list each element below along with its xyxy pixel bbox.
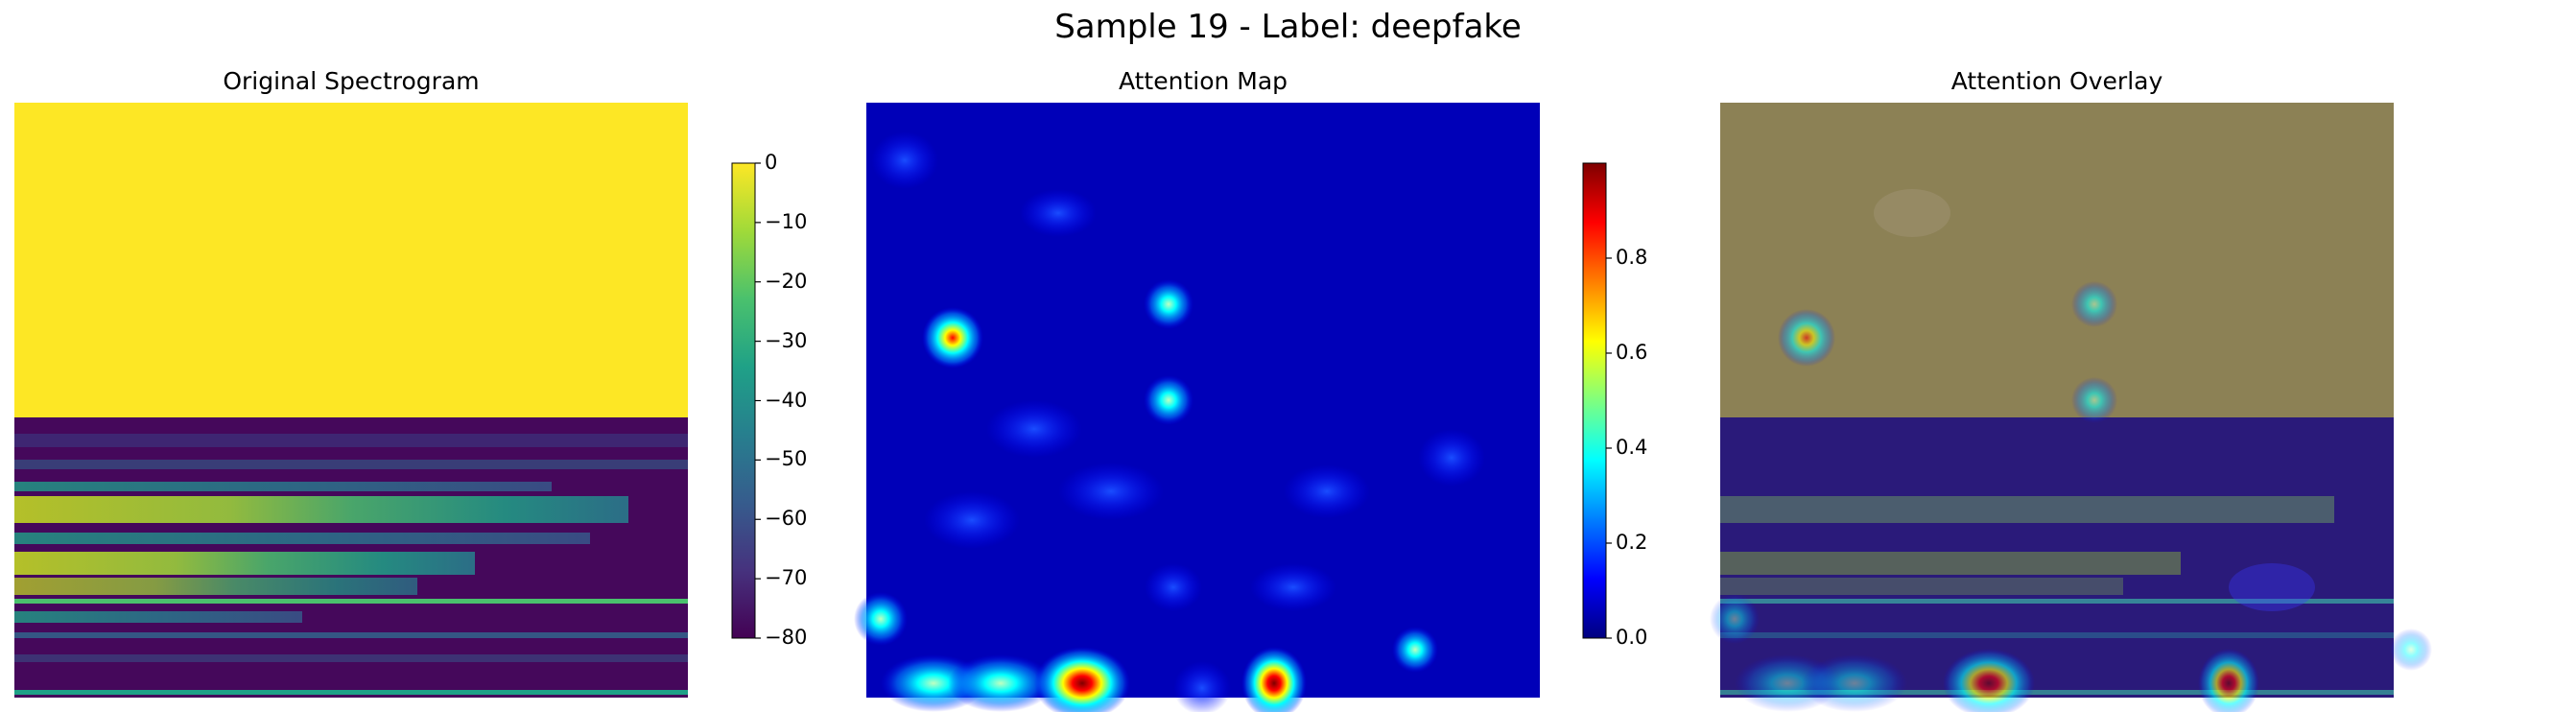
colorbar-tick-label: −10 — [765, 209, 808, 233]
colorbar-tick-label: 0.0 — [1616, 626, 1648, 649]
spectrogram-upper-band — [14, 103, 688, 417]
colorbar-tick-label: −70 — [765, 566, 808, 590]
colorbar-tick-label: 0 — [765, 151, 778, 174]
figure-title: Sample 19 - Label: deepfake — [1054, 8, 1522, 46]
attention-map-title: Attention Map — [1118, 67, 1288, 95]
colorbar-tick-label: 0.4 — [1616, 436, 1648, 459]
colorbar-tick-label: 0.6 — [1616, 341, 1648, 364]
colorbar-tick-label: −20 — [765, 269, 808, 293]
spectrogram-title: Original Spectrogram — [223, 67, 480, 95]
colorbar-tick-label: −60 — [765, 507, 808, 531]
spectrogram-colorbar — [731, 162, 761, 639]
attention-map-image — [854, 103, 1540, 712]
colorbar-tick-label: −40 — [765, 388, 808, 412]
colorbar-tick-label: 0.8 — [1616, 246, 1648, 269]
colorbar-tick-label: −80 — [765, 626, 808, 649]
attention-overlay-image — [1710, 103, 2432, 712]
colorbar-tick-label: −50 — [765, 447, 808, 471]
attention-colorbar — [1582, 162, 1612, 639]
spectrogram-image — [14, 103, 688, 698]
attention-overlay-title: Attention Overlay — [1950, 67, 2163, 95]
colorbar-tick-label: 0.2 — [1616, 531, 1648, 554]
colorbar-tick-label: −30 — [765, 328, 808, 352]
